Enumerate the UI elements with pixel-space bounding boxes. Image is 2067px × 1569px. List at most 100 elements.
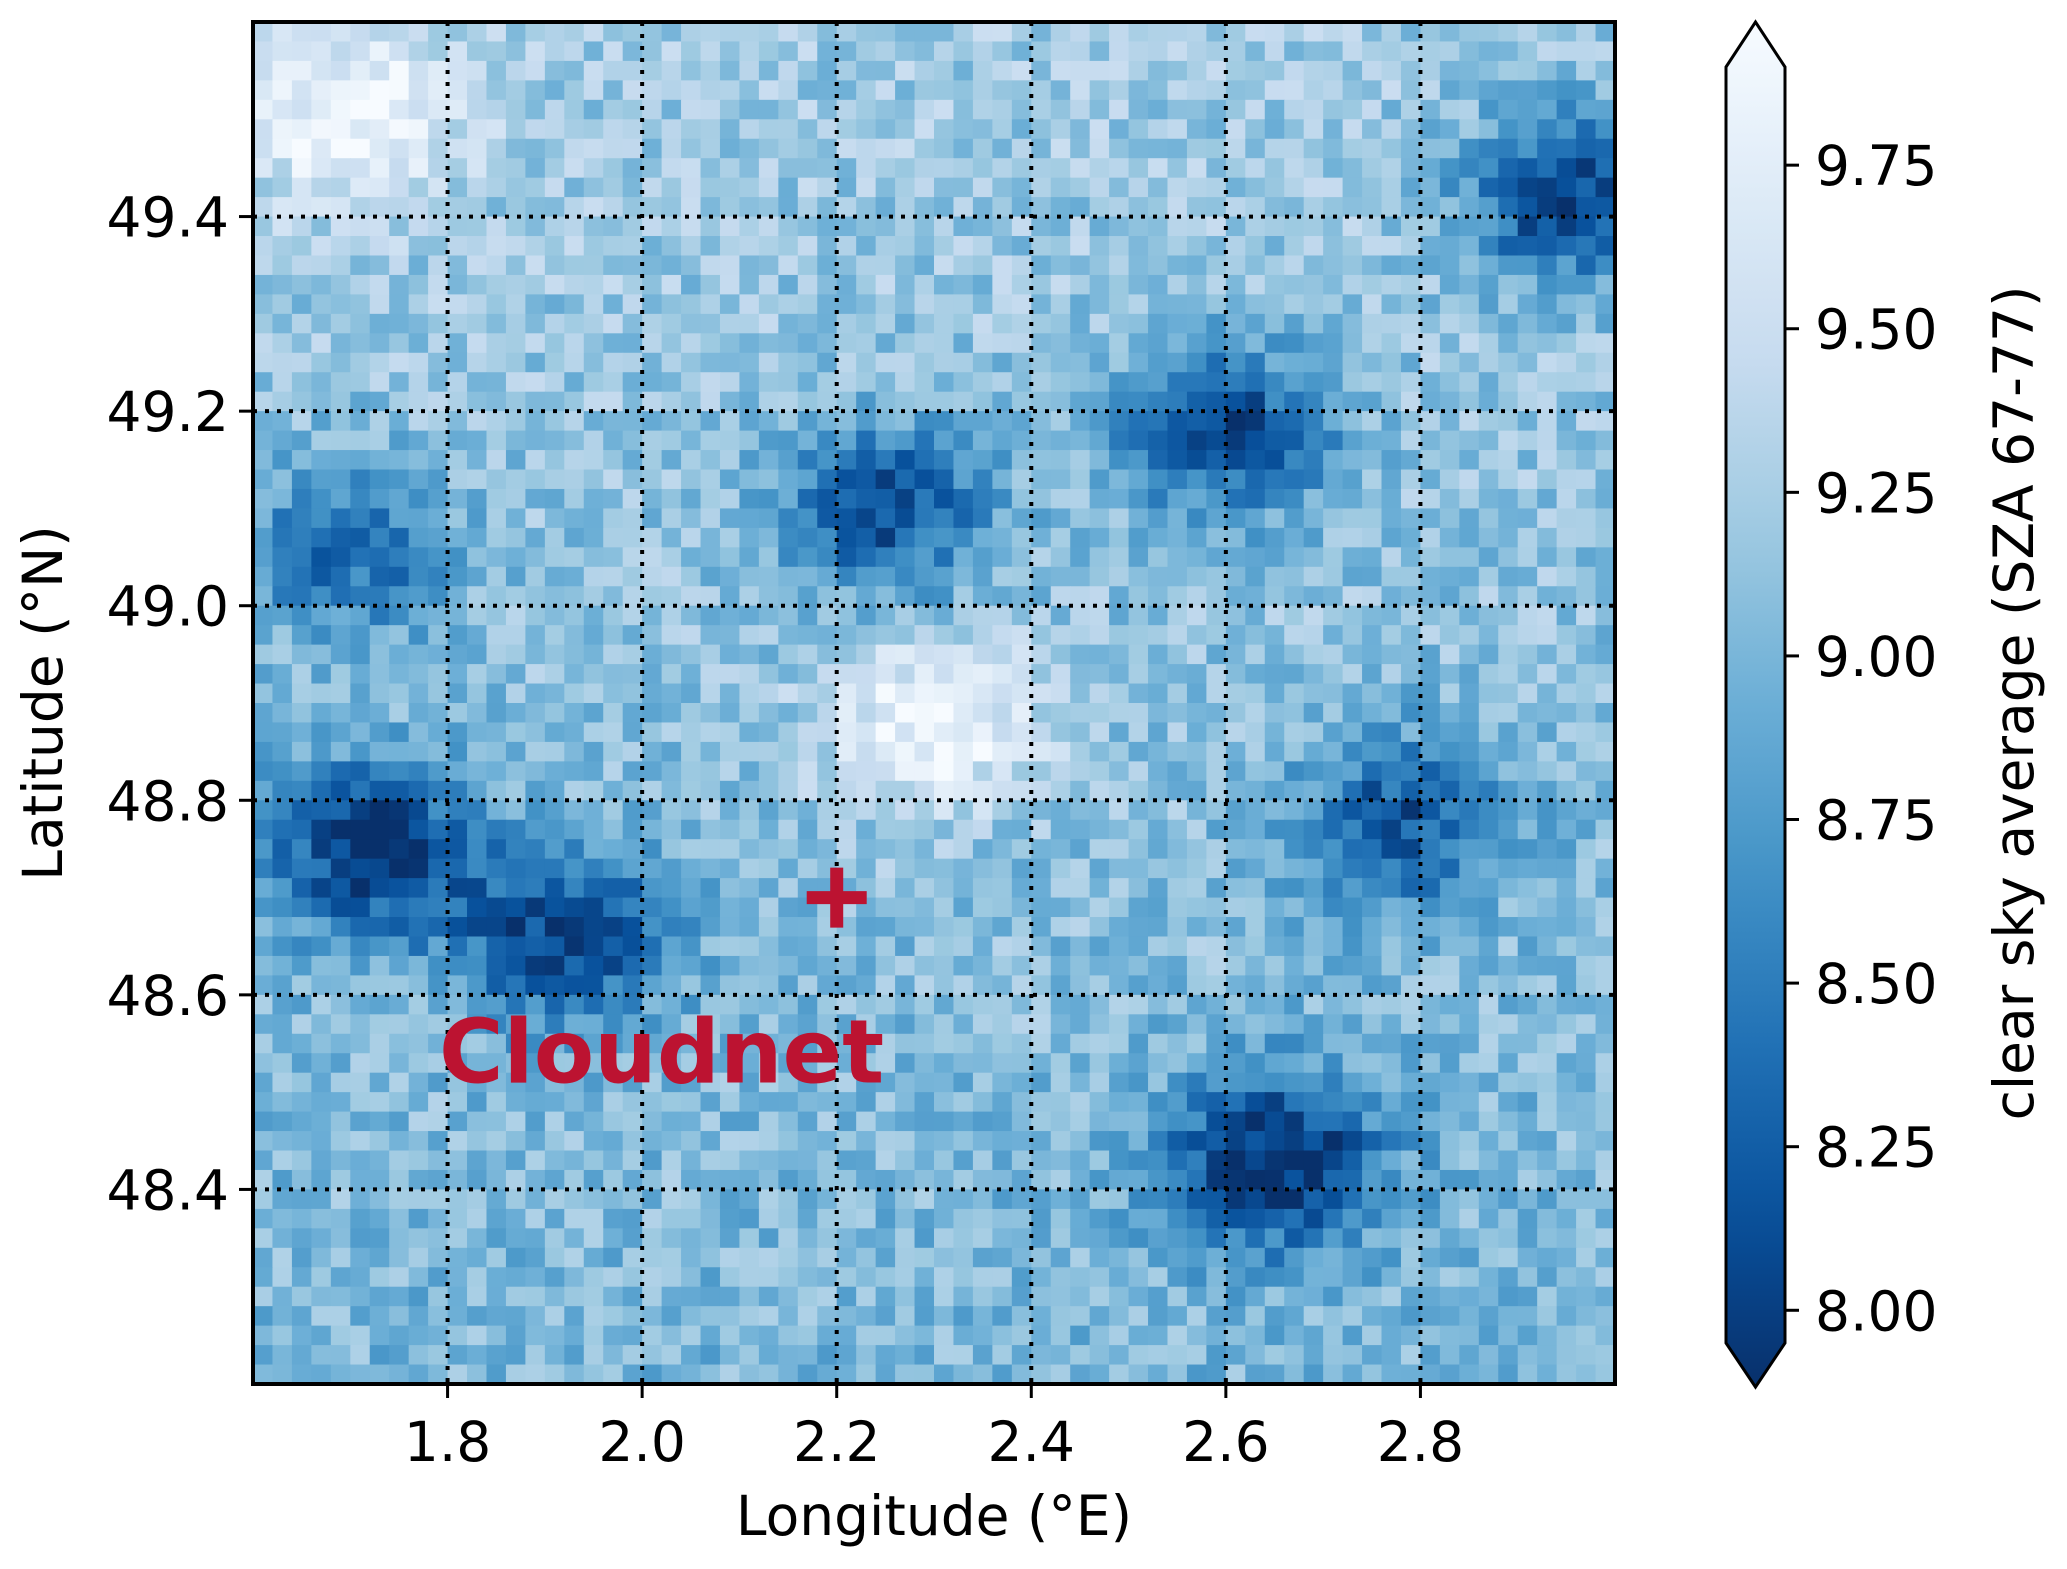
heatmap-cell <box>856 255 877 276</box>
heatmap-cell <box>1284 469 1305 490</box>
heatmap-cell <box>1225 1111 1246 1132</box>
heatmap-cell <box>856 1189 877 1210</box>
heatmap-cell <box>1167 703 1188 724</box>
heatmap-cell <box>1420 800 1441 821</box>
heatmap-cell <box>992 41 1013 62</box>
heatmap-cell <box>719 1014 741 1035</box>
heatmap-cell <box>447 1208 468 1229</box>
heatmap-cell <box>1128 1345 1149 1366</box>
heatmap-cell <box>1381 878 1402 899</box>
heatmap-cell <box>1459 1364 1480 1384</box>
heatmap-cell <box>408 644 429 665</box>
heatmap-cell <box>603 294 624 315</box>
heatmap-cell <box>603 1345 624 1366</box>
heatmap-cell <box>253 99 274 120</box>
heatmap-cell <box>1400 586 1422 607</box>
heatmap-cell <box>992 586 1013 607</box>
heatmap-cell <box>272 839 293 860</box>
heatmap-cell <box>583 177 604 198</box>
heatmap-cell <box>1206 158 1227 179</box>
heatmap-cell <box>778 1033 799 1054</box>
heatmap-cell <box>1089 119 1110 140</box>
heatmap-cell <box>311 1150 332 1171</box>
heatmap-cell <box>914 1169 935 1191</box>
heatmap-cell <box>1031 1267 1052 1288</box>
heatmap-cell <box>1537 450 1558 471</box>
heatmap-cell <box>875 60 896 81</box>
heatmap-cell <box>1323 469 1344 490</box>
heatmap-cell <box>1109 1345 1130 1366</box>
heatmap-cell <box>1109 780 1130 801</box>
heatmap-cell <box>622 800 643 821</box>
heatmap-cell <box>1439 372 1460 393</box>
heatmap-cell <box>428 703 449 724</box>
heatmap-cell <box>1595 1208 1615 1229</box>
heatmap-cell <box>1206 605 1227 626</box>
heatmap-cell <box>253 1247 274 1268</box>
heatmap-cell <box>739 22 760 43</box>
heatmap-cell <box>564 527 585 548</box>
heatmap-cell <box>1206 644 1227 665</box>
heatmap-cell <box>1031 1092 1052 1113</box>
heatmap-cell <box>739 1267 760 1288</box>
heatmap-cell <box>1576 41 1597 62</box>
heatmap-cell <box>350 547 371 568</box>
heatmap-cell <box>817 839 838 860</box>
heatmap-cell <box>1595 761 1615 782</box>
heatmap-cell <box>836 1228 857 1249</box>
heatmap-cell <box>953 60 974 81</box>
heatmap-cell <box>934 975 955 996</box>
heatmap-cell <box>486 411 507 432</box>
heatmap-cell <box>1128 488 1149 510</box>
heatmap-cell <box>1537 1150 1558 1171</box>
heatmap-cell <box>1420 1189 1441 1210</box>
heatmap-cell <box>447 1267 468 1288</box>
heatmap-cell <box>758 936 779 957</box>
heatmap-cell <box>1537 1228 1558 1249</box>
heatmap-cell <box>1517 527 1538 548</box>
heatmap-cell <box>778 683 799 704</box>
heatmap-cell <box>291 780 312 801</box>
heatmap-cell <box>700 372 721 393</box>
heatmap-cell <box>1031 819 1052 840</box>
heatmap-cell <box>1459 197 1480 218</box>
heatmap-cell <box>1576 780 1597 801</box>
heatmap-cell <box>1109 1306 1130 1327</box>
heatmap-cell <box>1128 1092 1149 1113</box>
heatmap-cell <box>1478 1150 1499 1171</box>
heatmap-cell <box>1206 975 1227 996</box>
heatmap-cell <box>1400 605 1422 626</box>
heatmap-cell <box>1284 917 1305 938</box>
heatmap-cell <box>350 1267 371 1288</box>
heatmap-cell <box>1109 469 1130 490</box>
heatmap-cell <box>700 955 721 976</box>
heatmap-cell <box>1109 1111 1130 1132</box>
heatmap-cell <box>895 1228 916 1249</box>
heatmap-cell <box>1459 819 1480 840</box>
heatmap-cell <box>1420 430 1441 451</box>
heatmap-cell <box>1089 41 1110 62</box>
heatmap-cell <box>934 994 955 1015</box>
heatmap-cell <box>1439 741 1460 762</box>
heatmap-cell <box>330 1228 351 1249</box>
heatmap-cell <box>856 313 877 334</box>
heatmap-cell <box>622 1111 643 1132</box>
heatmap-cell <box>408 955 429 976</box>
heatmap-cell <box>797 1189 818 1210</box>
heatmap-cell <box>1478 858 1499 879</box>
heatmap-cell <box>408 741 429 762</box>
heatmap-cell <box>1284 99 1305 120</box>
heatmap-cell <box>778 625 799 646</box>
heatmap-cell <box>622 683 643 704</box>
heatmap-cell <box>1050 1092 1071 1113</box>
heatmap-cell <box>1148 352 1169 373</box>
heatmap-cell <box>1303 1150 1324 1171</box>
heatmap-cell <box>661 625 682 646</box>
heatmap-cell <box>1556 411 1577 432</box>
heatmap-cell <box>953 138 974 159</box>
heatmap-cell <box>836 508 857 529</box>
heatmap-cell <box>272 605 293 626</box>
heatmap-cell <box>836 372 857 393</box>
heatmap-cell <box>1420 411 1441 432</box>
